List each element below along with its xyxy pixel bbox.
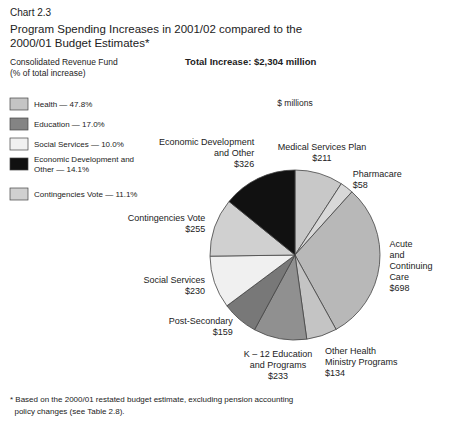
slice-label-line: Pharmacare [353,169,402,179]
slice-value-label-line: $255 [185,224,205,234]
title-line: 2000/01 Budget Estimates* [10,37,150,49]
slice-label-line: Acute [389,239,412,249]
slice-label-line: and [389,250,404,260]
slice-value-label: $255 [185,224,205,234]
axis-label: $ millions [277,98,312,108]
slice-value-label: $698 [389,283,409,293]
slice-label-line: K – 12 Education [244,349,313,359]
chart-label: Chart 2.3 [10,7,52,18]
slice-value-label-line: $211 [312,153,331,163]
chart: Chart 2.3 Program Spending Increases in 2… [0,0,450,430]
slice-label-line: Ministry Programs [325,357,398,367]
note: Total Increase: $2,304 million [185,56,316,67]
legend-entry-line: Contingencies Vote — 11.1% [34,190,137,199]
slice [229,170,295,255]
slice-label-line: Medical Services Plan [278,142,367,152]
slice-value-label: $326 [234,159,254,169]
title-line: Program Spending Increases in 2001/02 co… [10,23,302,35]
axis-label-line: $ millions [277,98,312,108]
subtitle: Consolidated Revenue Fund(% of total inc… [10,57,118,78]
slice-label-line: Social Services [144,275,206,285]
note-line: Total Increase: $2,304 million [185,56,316,67]
subtitle-line: (% of total increase) [10,68,86,78]
slice-label: Social Services [144,275,206,285]
slice-label-line: Continuing [389,261,432,271]
slice-label: K – 12 Educationand Programs [244,349,313,370]
slice-label: AcuteandContinuingCare [389,239,432,282]
slice-value-label: $134 [325,368,345,378]
slice-value-label: $159 [213,327,233,337]
footnote-line: policy changes (see Table 2.8). [10,407,125,416]
slice [210,255,295,306]
legend-entry-line: Economic Development and [34,155,134,164]
slice-value-label-line: $58 [353,180,368,190]
slice-value-label: $211 [312,153,331,163]
slice-label: Other HealthMinistry Programs [325,346,398,367]
slice-label: Medical Services Plan [278,142,367,152]
legend-swatch [10,98,28,110]
legend-entry-line: Education — 17.0% [34,120,105,129]
chart-label-line: Chart 2.3 [10,7,52,18]
legend-swatch [10,118,28,130]
slice-label-line: and Other [214,148,254,158]
legend-entry-line: Social Services — 10.0% [34,140,124,149]
slice-value-label-line: $233 [268,371,288,381]
slice-label-line: Other Health [325,346,376,356]
slice-value-label-line: $326 [234,159,254,169]
slice-label-line: and Programs [250,360,307,370]
slice-value-label-line: $698 [389,283,409,293]
subtitle-line: Consolidated Revenue Fund [10,57,118,67]
slice-label-line: Care [389,272,409,282]
slice-label: Pharmacare [353,169,402,179]
legend [10,98,28,200]
slice-value-label: $230 [185,286,205,296]
slice-label-line: Post-Secondary [169,316,234,326]
legend-entry-line: Other — 14.1% [34,165,89,174]
slice-value-label-line: $230 [185,286,205,296]
legend-entry: Education — 17.0% [34,120,105,129]
slices [210,170,380,340]
slice-label: Contingencies Vote [128,213,206,223]
legend-entry: Health — 47.8% [34,100,92,109]
legend-swatch [10,188,28,200]
slice-label-line: Economic Development [159,137,255,147]
legend-swatch [10,158,28,170]
legend-entry: Economic Development andOther — 14.1% [34,155,134,174]
slice-label: Economic Developmentand Other [159,137,255,158]
legend-entry: Social Services — 10.0% [34,140,124,149]
slice-value-label: $233 [268,371,288,381]
legend-entry: Contingencies Vote — 11.1% [34,190,137,199]
slice-value-label: $58 [353,180,368,190]
slice-value-label-line: $134 [325,368,345,378]
slice-value-label-line: $159 [213,327,233,337]
title: Program Spending Increases in 2001/02 co… [10,23,302,49]
legend-entry-line: Health — 47.8% [34,100,92,109]
legend-swatch [10,138,28,150]
slice-label-line: Contingencies Vote [128,213,206,223]
footnote-line: * Based on the 2000/01 restated budget e… [10,395,293,404]
background [0,0,450,430]
footnote: * Based on the 2000/01 restated budget e… [10,395,293,416]
slice-label: Post-Secondary [169,316,234,326]
